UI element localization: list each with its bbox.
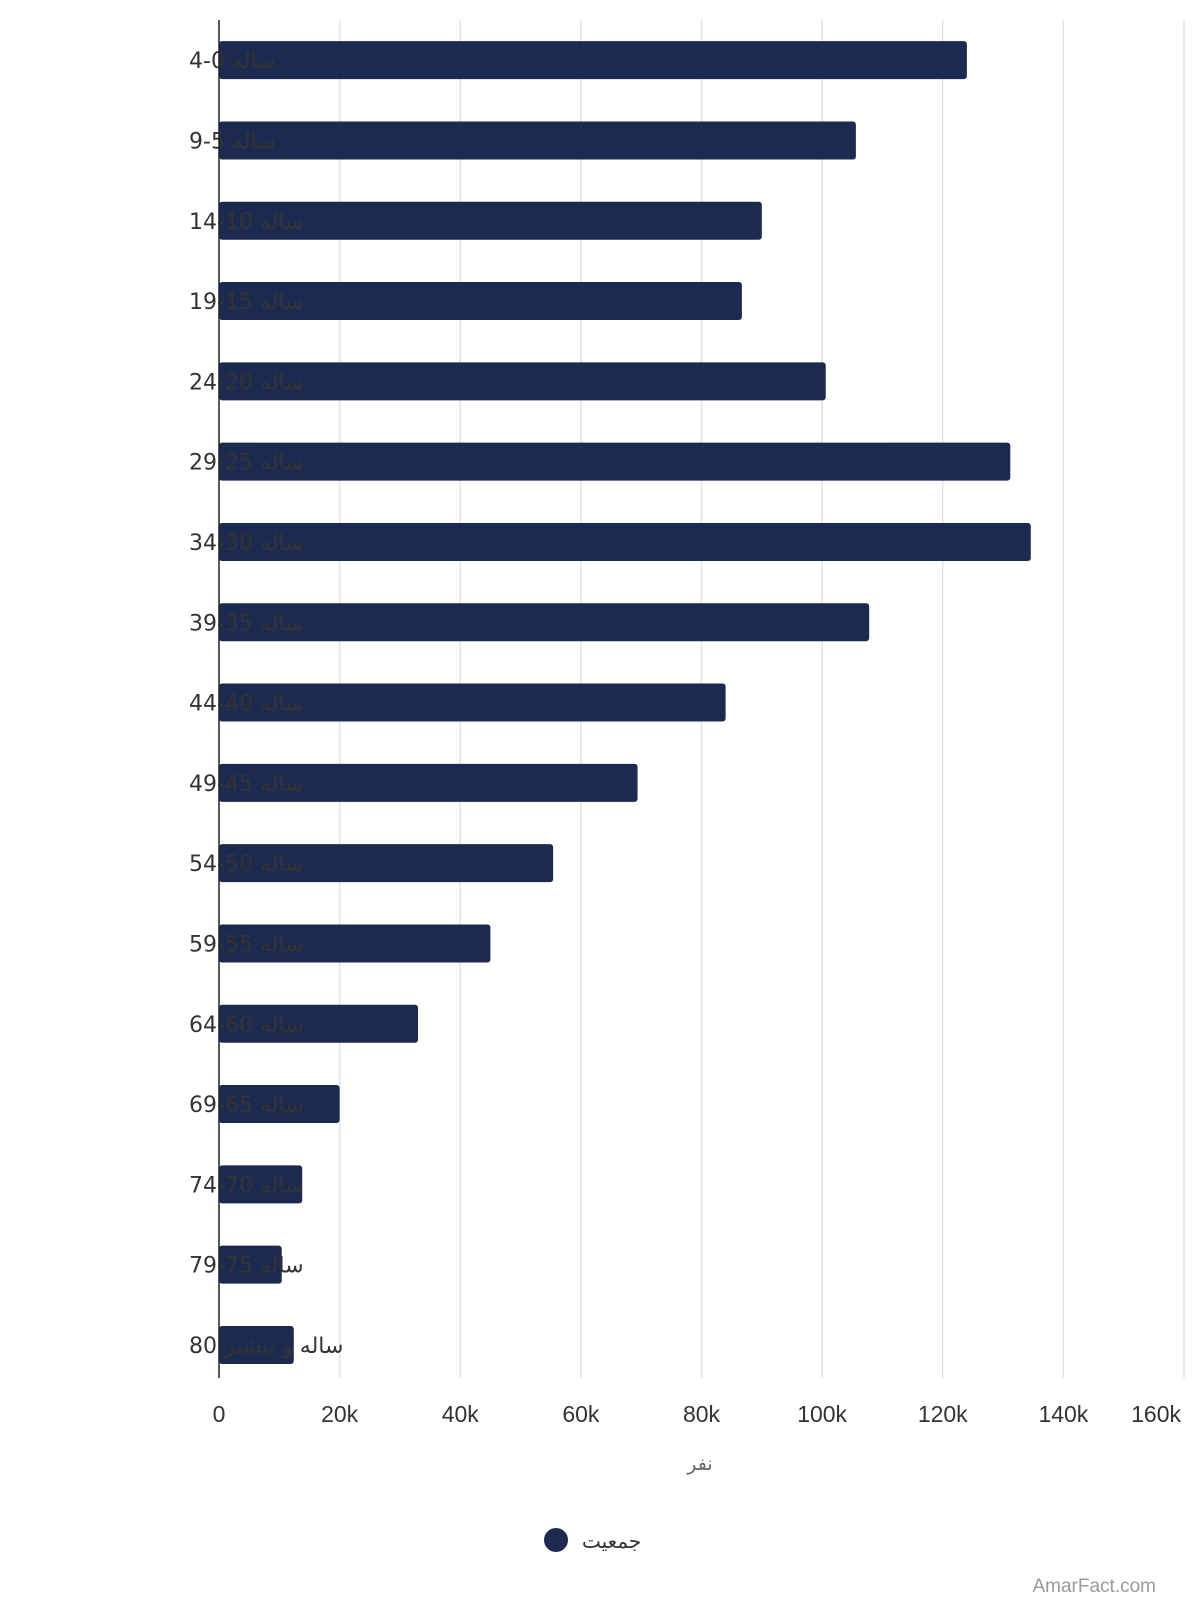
bar[interactable] — [219, 1004, 419, 1043]
category-label: ساله 50-54 — [189, 852, 304, 877]
x-tick-label: 140k — [1038, 1401, 1088, 1427]
legend-marker — [544, 1528, 568, 1552]
bar[interactable] — [219, 924, 491, 963]
category-label: ساله 0-4 — [189, 49, 276, 74]
bar[interactable] — [219, 121, 856, 160]
bar[interactable] — [219, 362, 826, 401]
bar[interactable] — [219, 282, 742, 321]
bar[interactable] — [219, 603, 870, 642]
bar[interactable] — [219, 763, 638, 802]
legend-label: جمعیت — [582, 1529, 641, 1553]
bar[interactable] — [219, 522, 1031, 561]
bars — [219, 41, 1031, 1364]
category-label: ساله 55-59 — [189, 932, 304, 957]
category-label: ساله و بیشتر 80 — [189, 1334, 343, 1359]
x-tick-label: 80k — [683, 1401, 721, 1427]
x-axis-title: نفر — [686, 1453, 712, 1475]
category-label: ساله 75-79 — [189, 1254, 304, 1279]
bar[interactable] — [219, 683, 726, 722]
category-label: ساله 60-64 — [189, 1013, 304, 1038]
category-label: ساله 40-44 — [189, 692, 304, 717]
bar[interactable] — [219, 1085, 340, 1124]
category-label: ساله 5-9 — [189, 129, 276, 154]
bar[interactable] — [219, 1325, 294, 1364]
x-tick-label: 20k — [321, 1401, 359, 1427]
watermark: AmarFact.com — [1032, 1576, 1156, 1597]
category-label: ساله 45-49 — [189, 772, 304, 797]
category-label: ساله 25-29 — [189, 451, 304, 476]
category-label: ساله 30-34 — [189, 531, 304, 556]
bar[interactable] — [219, 201, 762, 240]
x-tick-label: 60k — [562, 1401, 600, 1427]
category-label: ساله 35-39 — [189, 611, 304, 636]
bar[interactable] — [219, 1245, 282, 1284]
category-label: ساله 10-14 — [189, 210, 304, 235]
bar[interactable] — [219, 844, 554, 883]
x-tick-label: 120k — [918, 1401, 968, 1427]
x-tick-label: 160k — [1131, 1401, 1181, 1427]
category-label: ساله 65-69 — [189, 1093, 304, 1118]
bar[interactable] — [219, 41, 967, 80]
x-axis-ticks: 0 20k 40k 60k 80k 100k 120k 140k 160k — [213, 1401, 1182, 1427]
category-label: ساله 15-19 — [189, 290, 304, 315]
bar[interactable] — [219, 442, 1011, 481]
category-labels: ساله 0-4 ساله 5-9 ساله 10-14 ساله 15-19 ساله… — [189, 49, 343, 1359]
category-label: ساله 70-74 — [189, 1173, 304, 1198]
x-tick-label: 100k — [797, 1401, 847, 1427]
x-tick-label: 0 — [213, 1401, 226, 1427]
x-tick-label: 40k — [442, 1401, 480, 1427]
category-label: ساله 20-24 — [189, 370, 304, 395]
bar[interactable] — [219, 1165, 303, 1204]
legend[interactable]: جمعیت — [544, 1528, 641, 1553]
